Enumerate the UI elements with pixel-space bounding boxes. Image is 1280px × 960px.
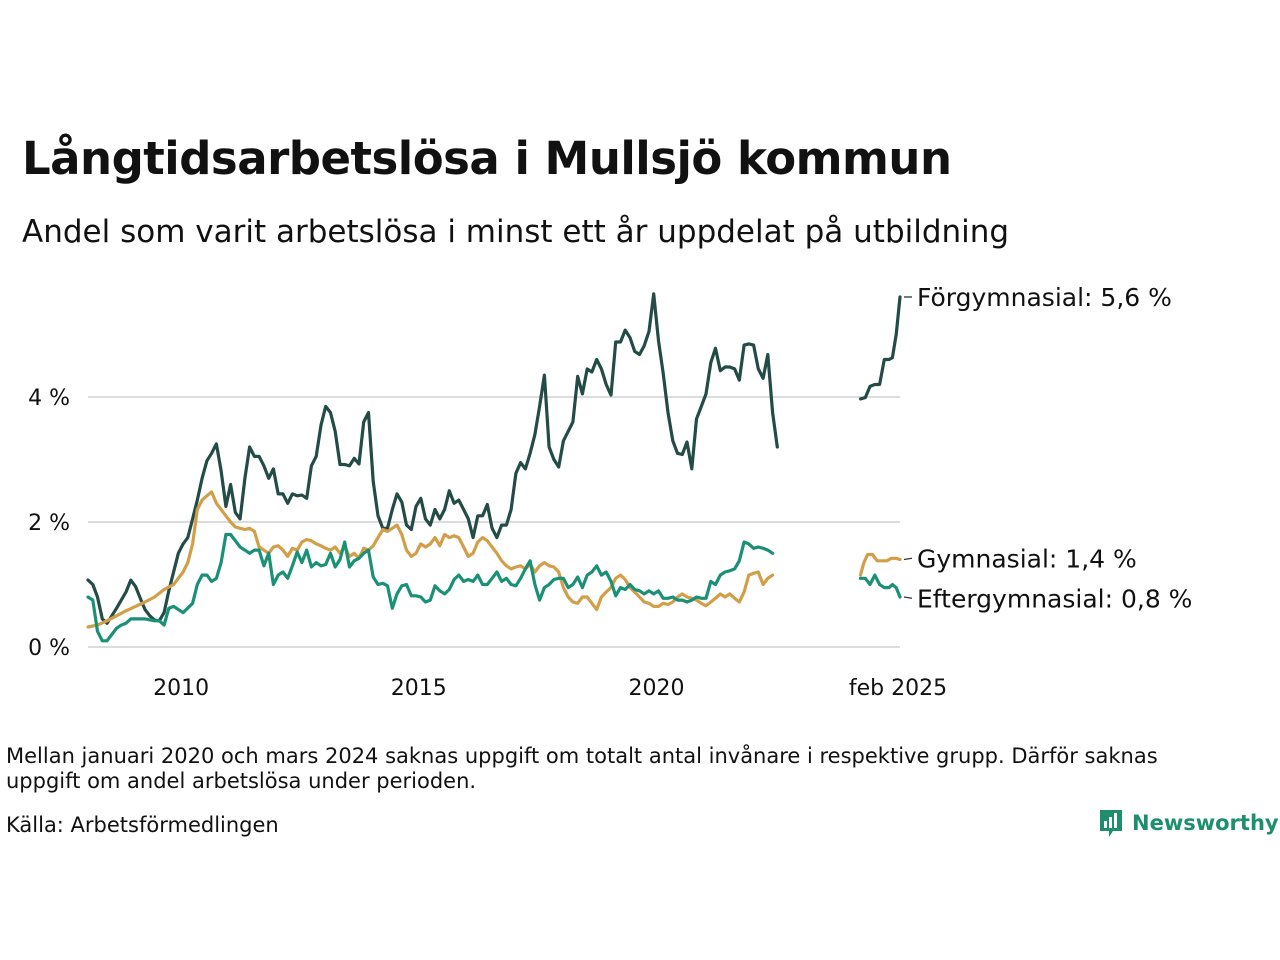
label-connector bbox=[903, 596, 913, 599]
y-tick-label: 2 % bbox=[28, 511, 70, 536]
series-line-förgymnasial bbox=[86, 292, 779, 625]
series-line-gymnasial bbox=[858, 552, 902, 577]
series-lines bbox=[86, 292, 902, 643]
bar-chart-speech-bubble-icon bbox=[1100, 810, 1122, 837]
footnote: Mellan januari 2020 och mars 2024 saknas… bbox=[6, 744, 1158, 793]
series-line-eftergymnasial bbox=[858, 573, 902, 599]
series-end-label: Gymnasial: 1,4 % bbox=[917, 544, 1137, 573]
grid-lines bbox=[88, 396, 900, 648]
x-tick-label: 2015 bbox=[391, 676, 447, 701]
x-tick-label: 2020 bbox=[628, 676, 684, 701]
x-tick-label: 2010 bbox=[153, 676, 209, 701]
series-line-eftergymnasial bbox=[86, 532, 775, 643]
brand-name: Newsworthy bbox=[1132, 811, 1279, 835]
x-tick-label: feb 2025 bbox=[849, 676, 947, 701]
y-tick-label: 4 % bbox=[28, 386, 70, 411]
chart-subtitle: Andel som varit arbetslösa i minst ett å… bbox=[22, 214, 1010, 250]
line-chart: 0 % 2 % 4 % 2010 2015 2020 feb 2025 Förgymnasi… bbox=[28, 283, 1192, 701]
series-line-gymnasial bbox=[86, 490, 775, 629]
chart-title: Långtidsarbetslösa i Mullsjö kommun bbox=[22, 132, 952, 185]
label-connector bbox=[903, 557, 913, 561]
y-tick-label: 0 % bbox=[28, 636, 70, 661]
axis-labels: 0 % 2 % 4 % 2010 2015 2020 feb 2025 bbox=[28, 386, 947, 701]
source-note: Källa: Arbetsförmedlingen bbox=[6, 813, 279, 837]
series-line-förgymnasial bbox=[858, 295, 902, 401]
series-end-label: Eftergymnasial: 0,8 % bbox=[917, 584, 1192, 613]
series-end-labels: Förgymnasial: 5,6 % Gymnasial: 1,4 % Efter… bbox=[903, 283, 1192, 613]
newsworthy-logo[interactable]: Newsworthy bbox=[1098, 808, 1279, 838]
series-end-label: Förgymnasial: 5,6 % bbox=[917, 283, 1172, 312]
